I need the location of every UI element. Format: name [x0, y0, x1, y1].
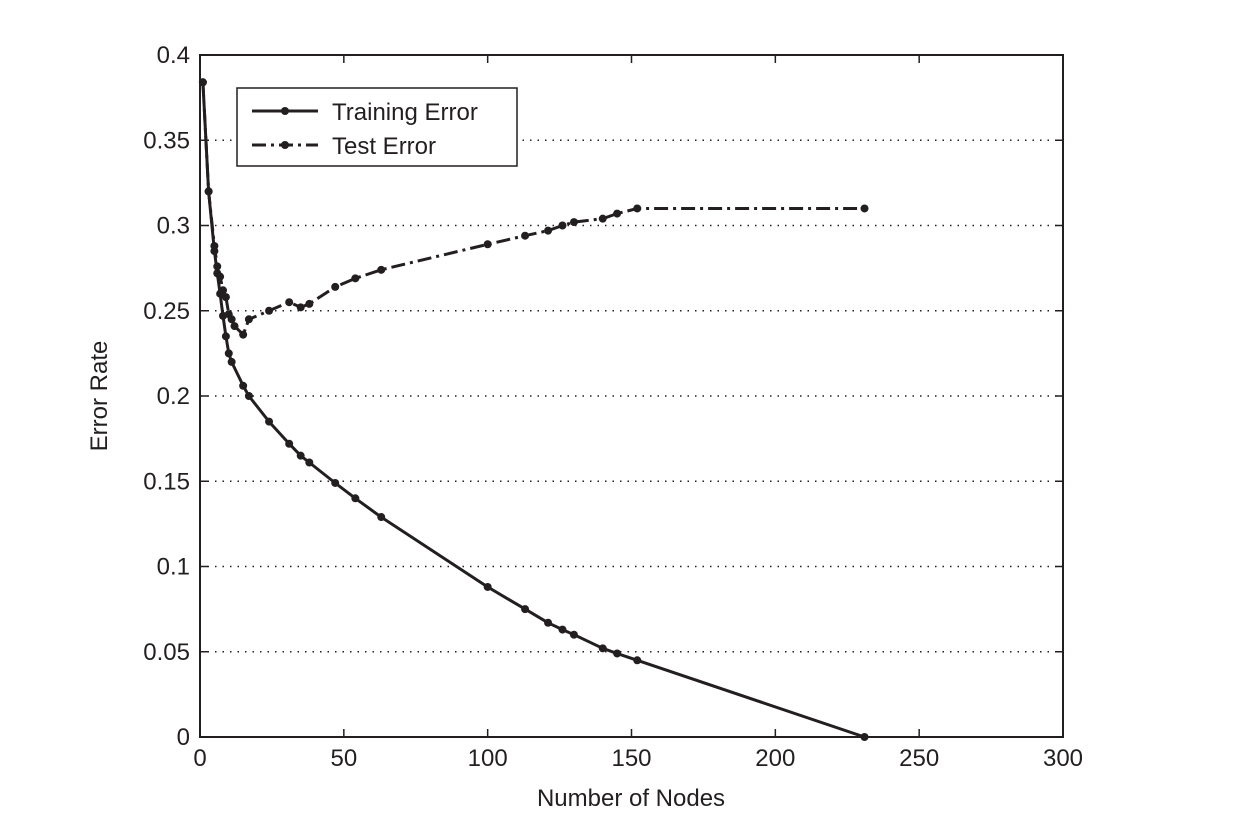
data-point-training-error: [598, 644, 607, 653]
data-point-test-error: [285, 298, 294, 307]
data-point-test-error: [239, 330, 248, 339]
data-point-test-error: [219, 286, 228, 295]
legend-label-test: Test Error: [332, 133, 436, 160]
data-series: [198, 78, 869, 741]
data-point-training-error: [351, 494, 360, 503]
y-axis-title: Error Rate: [86, 341, 113, 452]
x-tick-label: 200: [755, 745, 795, 772]
data-point-training-error: [483, 582, 492, 591]
legend: Training Error Test Error: [236, 87, 518, 167]
data-point-test-error: [221, 293, 230, 302]
data-point-training-error: [569, 630, 578, 639]
data-point-training-error: [633, 656, 642, 665]
data-point-test-error: [331, 282, 340, 291]
data-point-test-error: [569, 218, 578, 227]
data-point-training-error: [521, 605, 530, 614]
data-point-test-error: [230, 322, 239, 331]
data-point-training-error: [227, 357, 236, 366]
data-point-training-error: [296, 451, 305, 460]
data-point-test-error: [483, 240, 492, 249]
data-point-training-error: [285, 439, 294, 448]
legend-box: [236, 87, 518, 167]
data-point-training-error: [377, 513, 386, 522]
y-tick-label: 0.25: [143, 298, 190, 325]
series-line-training-error: [201, 82, 865, 739]
data-point-test-error: [244, 315, 253, 324]
x-tick-label: 0: [193, 745, 206, 772]
data-point-test-error: [198, 78, 207, 87]
y-tick-label: 0: [177, 724, 190, 751]
data-point-test-error: [204, 187, 213, 196]
data-point-training-error: [265, 417, 274, 426]
x-tick-label: 150: [611, 745, 651, 772]
data-point-training-error: [331, 478, 340, 487]
data-point-test-error: [633, 204, 642, 213]
data-point-test-error: [544, 226, 553, 235]
data-point-test-error: [377, 265, 386, 274]
data-point-training-error: [860, 733, 869, 741]
data-point-test-error: [296, 303, 305, 312]
legend-label-training: Training Error: [332, 99, 478, 126]
data-point-test-error: [598, 214, 607, 223]
data-point-test-error: [210, 241, 219, 250]
x-tick-label: 300: [1043, 745, 1083, 772]
data-point-test-error: [216, 272, 225, 281]
x-tick-label: 100: [468, 745, 508, 772]
data-point-training-error: [558, 625, 567, 634]
data-point-training-error: [305, 458, 314, 467]
data-point-test-error: [860, 204, 869, 213]
y-tick-label: 0.05: [143, 639, 190, 666]
data-point-test-error: [265, 306, 274, 315]
y-tick-label: 0.3: [157, 213, 190, 240]
grid-lines: [200, 139, 1063, 653]
data-point-training-error: [613, 649, 622, 658]
data-point-training-error: [239, 381, 248, 390]
y-tick-label: 0.35: [143, 127, 190, 154]
data-point-training-error: [244, 392, 253, 400]
axis-ticks: 0 0.05 0.1 0.15 0.2 0.25 0.3 0.35 0.4 0 50 100 150 20…: [143, 42, 1083, 772]
data-point-test-error: [351, 274, 360, 283]
x-tick-label: 250: [899, 745, 939, 772]
x-axis-title: Number of Nodes: [537, 785, 725, 812]
data-point-test-error: [213, 262, 222, 271]
x-tick-label: 50: [330, 745, 357, 772]
data-point-training-error: [221, 332, 230, 341]
legend-marker-training: [281, 107, 289, 115]
y-tick-label: 0.2: [157, 383, 190, 410]
y-tick-label: 0.15: [143, 468, 190, 495]
data-point-training-error: [224, 349, 233, 358]
data-point-test-error: [521, 231, 530, 240]
series-line-test-error: [201, 82, 865, 337]
y-tick-label: 0.4: [157, 42, 190, 69]
data-point-test-error: [227, 315, 236, 324]
data-point-test-error: [558, 221, 567, 230]
legend-marker-test: [281, 141, 289, 149]
data-point-test-error: [613, 209, 622, 218]
data-point-test-error: [305, 299, 314, 308]
y-tick-label: 0.1: [157, 554, 190, 581]
data-point-training-error: [544, 618, 553, 627]
